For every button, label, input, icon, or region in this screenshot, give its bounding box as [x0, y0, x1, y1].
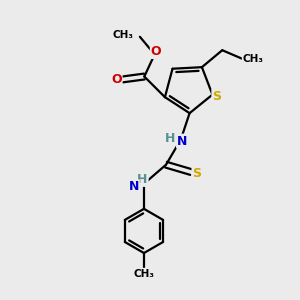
Text: H: H — [165, 132, 176, 145]
Text: CH₃: CH₃ — [243, 54, 264, 64]
Text: S: S — [212, 90, 221, 103]
Text: N: N — [177, 135, 188, 148]
Text: H: H — [137, 173, 148, 186]
Text: S: S — [192, 167, 201, 180]
Text: CH₃: CH₃ — [134, 268, 154, 279]
Text: O: O — [111, 73, 122, 86]
Text: CH₃: CH₃ — [113, 30, 134, 40]
Text: O: O — [151, 45, 161, 58]
Text: N: N — [128, 180, 139, 193]
